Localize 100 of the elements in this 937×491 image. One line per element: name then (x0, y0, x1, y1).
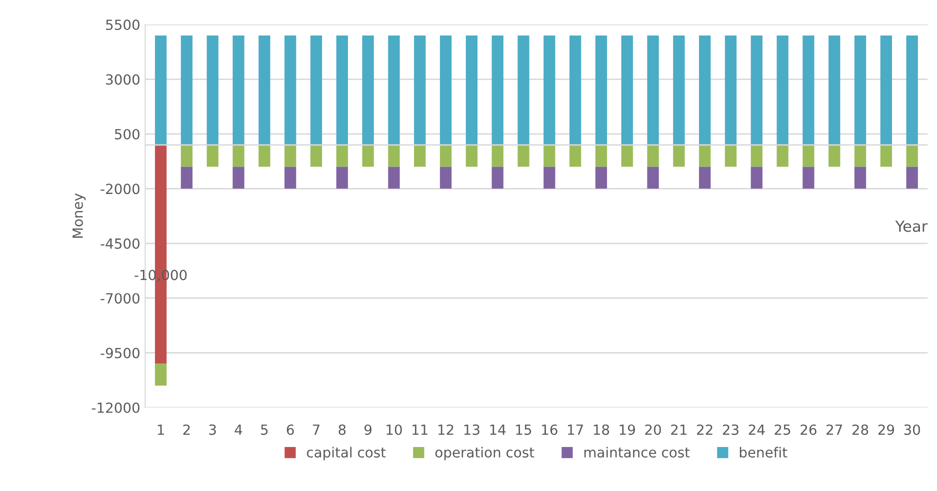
bar (414, 35, 426, 145)
bar (492, 166, 504, 189)
bar (724, 144, 737, 167)
x-tick-label: 8 (338, 424, 346, 435)
bar (802, 166, 814, 189)
bar (258, 144, 270, 167)
bar (180, 166, 193, 189)
bar (362, 35, 374, 145)
bar (854, 166, 866, 189)
x-axis-title: Year (895, 220, 928, 232)
y-tick-label: -4500 (100, 238, 140, 249)
bar (284, 144, 296, 167)
bar (647, 144, 659, 167)
legend-label: capital cost (306, 446, 386, 460)
y-tick-label: 5500 (106, 20, 140, 30)
bar (492, 35, 504, 145)
bar (544, 166, 556, 189)
bar (440, 35, 452, 145)
bar (180, 35, 193, 145)
bar (750, 166, 762, 189)
legend-label: benefit (740, 446, 788, 458)
bar (284, 166, 296, 189)
bar (699, 144, 711, 167)
x-tick-label: 17 (568, 424, 583, 435)
y-tick-label: -12000 (92, 402, 140, 414)
x-tick-label: 2 (183, 424, 190, 435)
bar (258, 35, 270, 145)
x-tick-label: 24 (748, 424, 765, 435)
bar (569, 35, 582, 145)
legend-label: maintance cost (584, 446, 690, 458)
bar (310, 35, 322, 145)
bar (673, 35, 685, 145)
y-tick-label: 3000 (106, 74, 140, 85)
bar (906, 35, 918, 145)
x-tick-label: 30 (904, 424, 920, 435)
bar (310, 144, 322, 167)
x-tick-label: 4 (234, 424, 242, 435)
bar (414, 144, 426, 167)
x-tick-label: 23 (722, 424, 738, 435)
x-tick-label: 16 (542, 424, 558, 435)
x-tick-label: 9 (364, 424, 372, 435)
bar (336, 166, 348, 189)
legend-label: operation cost (435, 446, 534, 460)
x-tick-label: 12 (438, 424, 454, 435)
x-tick-label: 6 (286, 424, 294, 435)
bar (544, 35, 556, 145)
bar (854, 144, 866, 167)
bar (232, 35, 244, 145)
bar (544, 144, 556, 167)
x-tick-label: 20 (645, 424, 661, 435)
bar (828, 144, 840, 167)
x-tick-label: 13 (464, 424, 480, 435)
bar (595, 166, 608, 189)
bar (388, 35, 400, 145)
bar (206, 144, 218, 167)
x-tick-label: 21 (671, 424, 686, 435)
x-tick-label: 5 (261, 424, 268, 435)
y-tick-label: -9500 (100, 348, 140, 358)
y-tick-label: -2000 (100, 184, 140, 194)
y-axis-title: Money (72, 193, 86, 238)
bar (750, 35, 762, 145)
bar (647, 35, 659, 145)
bar (466, 35, 478, 145)
bar (621, 35, 633, 145)
x-tick-label: 11 (412, 424, 428, 435)
bar (880, 144, 892, 167)
bar (906, 144, 918, 167)
bar (336, 35, 348, 145)
bar (232, 166, 244, 189)
bar (802, 144, 814, 167)
bar (440, 144, 452, 167)
bar (388, 144, 400, 167)
bar (284, 35, 296, 145)
x-tick-label: 3 (209, 424, 216, 435)
x-tick-label: 15 (516, 424, 532, 435)
bar (388, 166, 400, 189)
x-tick-label: 18 (594, 424, 610, 435)
bar (440, 166, 452, 189)
bar (206, 35, 218, 145)
bar (750, 144, 762, 167)
x-tick-label: 27 (826, 424, 842, 435)
bar (569, 144, 582, 167)
x-tick-label: 26 (800, 424, 816, 435)
x-tick-label: 7 (312, 424, 320, 435)
bar (880, 35, 892, 145)
bar (595, 144, 608, 167)
bar (336, 144, 348, 167)
bar (699, 35, 711, 145)
bar (518, 144, 530, 167)
bar (673, 144, 685, 167)
bar (906, 166, 918, 189)
bar (180, 144, 193, 167)
x-tick-label: 10 (386, 424, 402, 435)
x-tick-label: 28 (852, 424, 868, 435)
x-tick-label: 25 (774, 424, 790, 435)
bar (154, 364, 167, 386)
bar (828, 35, 840, 145)
x-tick-label: 22 (697, 424, 712, 435)
bar (492, 144, 504, 167)
x-tick-label: 14 (490, 424, 506, 435)
